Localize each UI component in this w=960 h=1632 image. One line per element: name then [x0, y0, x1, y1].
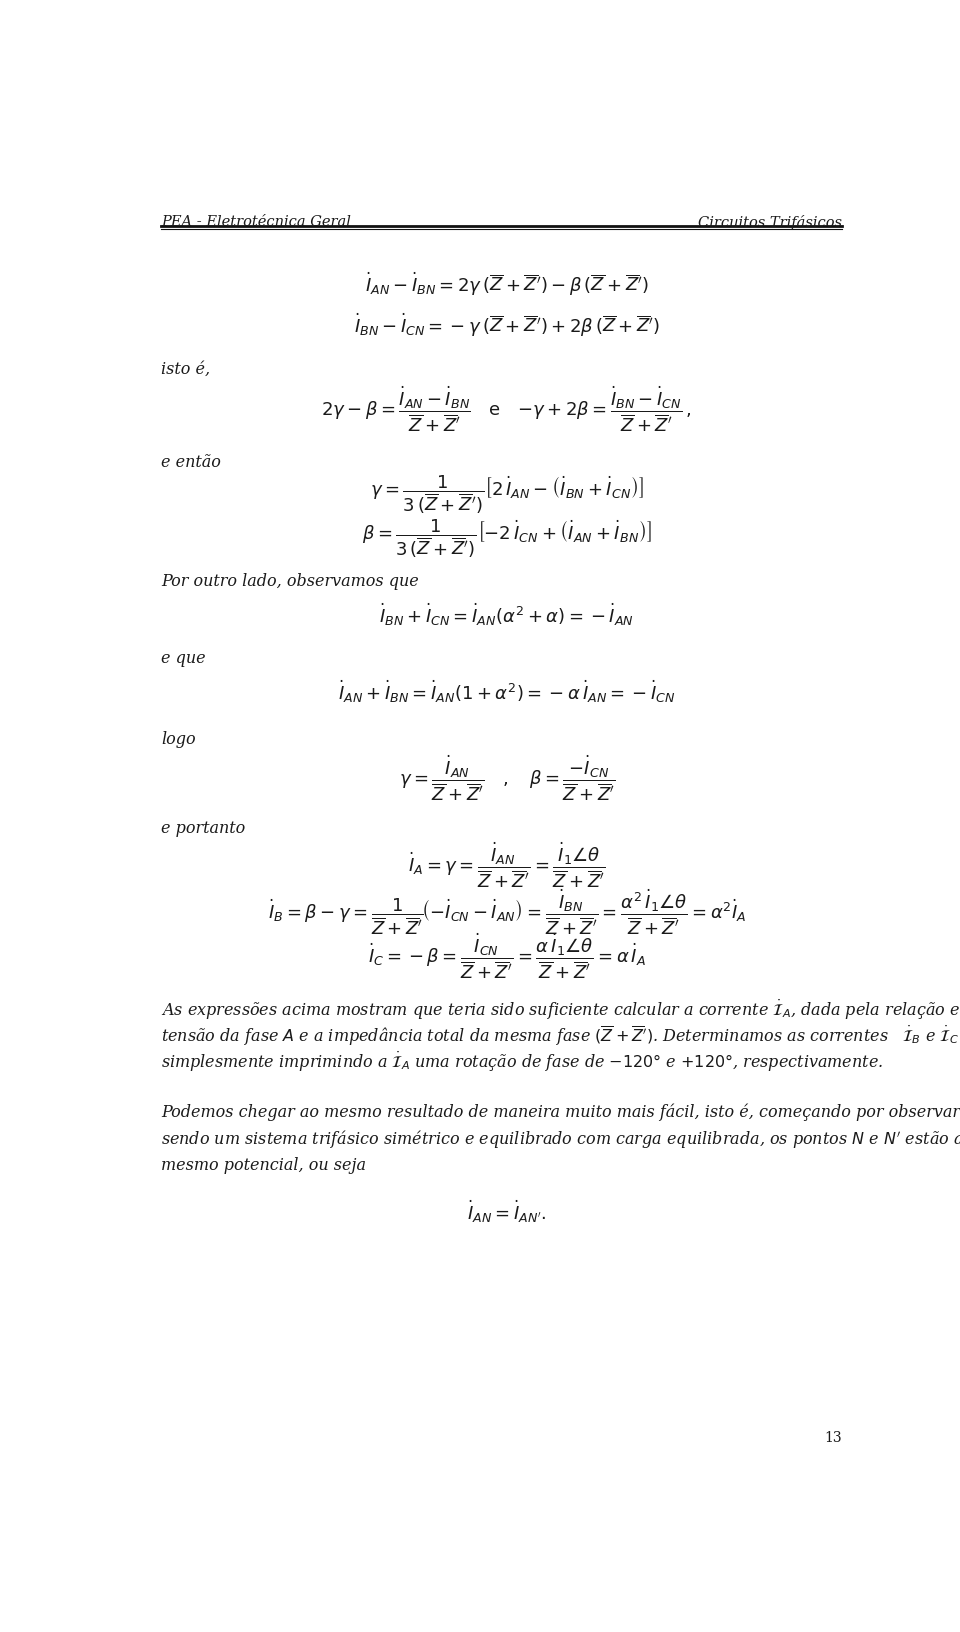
- Text: e então: e então: [161, 454, 221, 470]
- Text: simplesmente imprimindo a $\dot{\mathcal{I}}_A$ uma rotação de fase de $-120°$ e: simplesmente imprimindo a $\dot{\mathcal…: [161, 1049, 883, 1074]
- Text: $2\gamma - \beta = \dfrac{\dot{I}_{AN} - \dot{I}_{BN}}{\overline{Z} + \overline{: $2\gamma - \beta = \dfrac{\dot{I}_{AN} -…: [322, 385, 692, 434]
- Text: $\gamma = \dfrac{\dot{I}_{AN}}{\overline{Z} + \overline{Z}{}^{\prime}}\quad,\qua: $\gamma = \dfrac{\dot{I}_{AN}}{\overline…: [398, 752, 615, 803]
- Text: $\dot{I}_{AN} + \dot{I}_{BN} = \dot{I}_{AN}\left(1 + \alpha^2\right) = -\alpha\,: $\dot{I}_{AN} + \dot{I}_{BN} = \dot{I}_{…: [338, 677, 676, 703]
- Text: $\dot{I}_{C} = -\beta = \dfrac{\dot{I}_{CN}}{\overline{Z} + \overline{Z}{}^{\pri: $\dot{I}_{C} = -\beta = \dfrac{\dot{I}_{…: [368, 932, 646, 981]
- Text: $\dot{I}_{AN} = \dot{I}_{AN^{\prime}}.$: $\dot{I}_{AN} = \dot{I}_{AN^{\prime}}.$: [468, 1198, 546, 1224]
- Text: isto é,: isto é,: [161, 361, 210, 377]
- Text: Por outro lado, observamos que: Por outro lado, observamos que: [161, 573, 419, 591]
- Text: $\dot{I}_{BN} + \dot{I}_{CN} = \dot{I}_{AN}\left(\alpha^2 + \alpha\right) = -\do: $\dot{I}_{BN} + \dot{I}_{CN} = \dot{I}_{…: [379, 601, 635, 627]
- Text: PEA - Eletrotécnica Geral: PEA - Eletrotécnica Geral: [161, 215, 350, 228]
- Text: mesmo potencial, ou seja: mesmo potencial, ou seja: [161, 1155, 366, 1173]
- Text: $\gamma = \dfrac{1}{3\,(\overline{Z} + \overline{Z}{}^{\prime})}\left[2\,\dot{I}: $\gamma = \dfrac{1}{3\,(\overline{Z} + \…: [370, 473, 644, 516]
- Text: $\beta = \dfrac{1}{3\,(\overline{Z} + \overline{Z}{}^{\prime})}\left[-2\,\dot{I}: $\beta = \dfrac{1}{3\,(\overline{Z} + \o…: [362, 517, 652, 560]
- Text: e que: e que: [161, 650, 205, 667]
- Text: sendo um sistema trifásico simétrico e equilibrado com carga equilibrada, os pon: sendo um sistema trifásico simétrico e e…: [161, 1128, 960, 1149]
- Text: tensão da fase $A$ e a impedância total da mesma fase $(\overline{Z} + \overline: tensão da fase $A$ e a impedância total …: [161, 1023, 959, 1048]
- Text: Circuitos Trifásicos: Circuitos Trifásicos: [698, 215, 842, 230]
- Text: 13: 13: [824, 1430, 842, 1444]
- Text: $\dot{I}_{AN} - \dot{I}_{BN} = 2\gamma\,(\overline{Z} + \overline{Z}{}^{\prime}): $\dot{I}_{AN} - \dot{I}_{BN} = 2\gamma\,…: [365, 271, 649, 297]
- Text: $\dot{I}_{B} = \beta - \gamma = \dfrac{1}{\overline{Z} + \overline{Z}{}^{\prime}: $\dot{I}_{B} = \beta - \gamma = \dfrac{1…: [268, 888, 746, 937]
- Text: As expressões acima mostram que teria sido suficiente calcular a corrente $\dot{: As expressões acima mostram que teria si…: [161, 997, 960, 1022]
- Text: e portanto: e portanto: [161, 819, 245, 837]
- Text: logo: logo: [161, 730, 196, 747]
- Text: $\dot{I}_{BN} - \dot{I}_{CN} = -\gamma\,(\overline{Z} + \overline{Z}{}^{\prime}): $\dot{I}_{BN} - \dot{I}_{CN} = -\gamma\,…: [353, 312, 660, 339]
- Text: $\dot{I}_{A} = \gamma = \dfrac{\dot{I}_{AN}}{\overline{Z} + \overline{Z}{}^{\pri: $\dot{I}_{A} = \gamma = \dfrac{\dot{I}_{…: [408, 840, 606, 889]
- Text: Podemos chegar ao mesmo resultado de maneira muito mais fácil, isto é, começando: Podemos chegar ao mesmo resultado de man…: [161, 1103, 960, 1121]
